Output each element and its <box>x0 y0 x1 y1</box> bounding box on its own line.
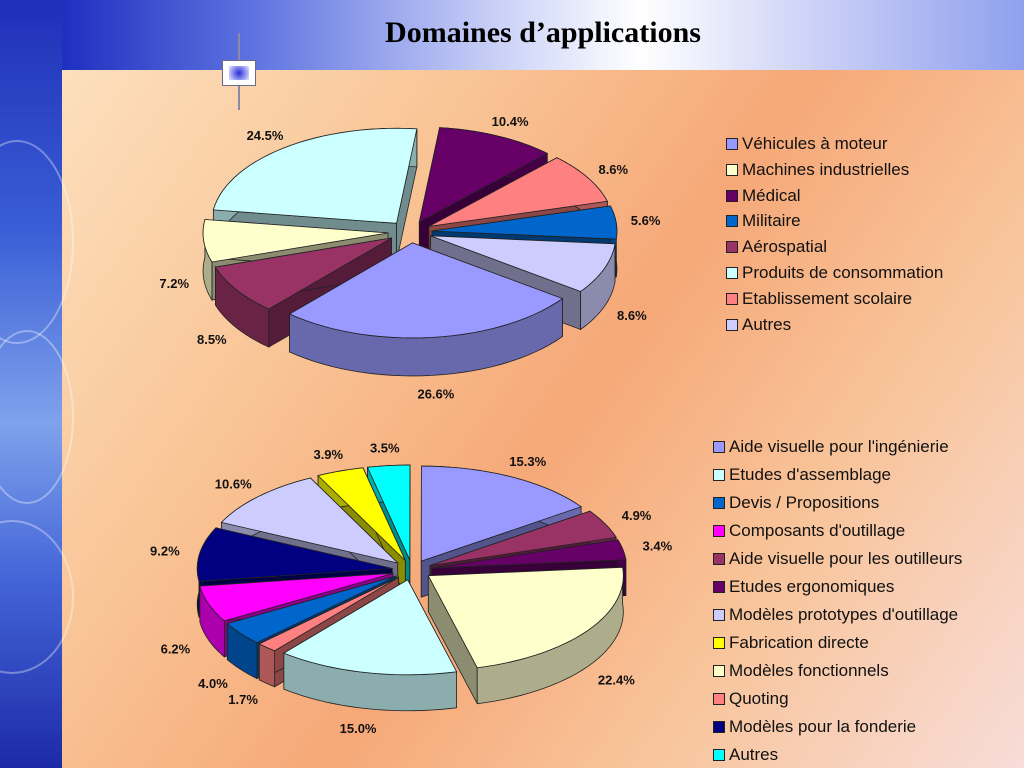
data-label-medical: 10.4% <box>492 114 529 129</box>
data-label-machines-industrielles: 7.2% <box>159 276 189 291</box>
legend-swatch <box>726 318 738 331</box>
legend-label: Autres <box>742 314 792 334</box>
legend-swatch <box>726 189 738 202</box>
legend-label: Véhicules à moteur <box>742 134 888 153</box>
slice-modeles-fonctionnels <box>427 566 624 705</box>
data-label-etudes-d-assemblage: 15.0% <box>340 721 377 736</box>
legend-swatch <box>726 163 738 176</box>
data-label-militaire: 5.6% <box>631 213 661 228</box>
slice-aerospatial <box>214 237 392 348</box>
legend-swatch <box>713 497 725 509</box>
title-bar <box>62 0 1024 70</box>
legend-swatch <box>726 241 738 254</box>
legend-swatch <box>713 441 725 453</box>
legend-swatch <box>713 553 725 565</box>
legend-swatch <box>713 693 725 705</box>
data-label-modeles-prototypes-d-outillage: 10.6% <box>215 477 252 492</box>
legend-label: Machines industrielles <box>742 159 910 179</box>
slice-etudes-d-assemblage <box>282 579 458 712</box>
data-label-produits-de-consommation: 24.5% <box>247 128 284 143</box>
legend-label: Modèles fonctionnels <box>729 661 889 680</box>
legend-swatch <box>713 749 725 761</box>
data-label-etudes-ergonomiques: 3.4% <box>643 538 673 553</box>
data-label-quoting: 1.7% <box>228 692 258 707</box>
decorative-sidebar <box>0 0 74 768</box>
legend-label: Aide visuelle pour l'ingénierie <box>729 437 949 456</box>
data-label-vehicules-a-moteur: 26.6% <box>417 386 454 401</box>
legend-label: Composants d'outillage <box>729 521 906 540</box>
data-label-modeles-fonctionnels: 22.4% <box>598 672 635 687</box>
legend-label: Etudes d'assemblage <box>729 465 892 484</box>
data-label-aide-visuelle-pour-les-outilleurs: 4.9% <box>622 508 652 523</box>
legend-label: Fabrication directe <box>729 633 869 652</box>
legend-swatch <box>713 637 725 649</box>
data-label-etablissement-scolaire: 8.6% <box>598 162 628 177</box>
legend-label: Médical <box>742 185 801 205</box>
legend-label: Devis / Propositions <box>729 493 880 512</box>
legend-swatch <box>726 215 738 228</box>
legend-label: Etablissement scolaire <box>742 288 913 308</box>
pie-chart-1: 24.5% 10.4% 8.6% 5.6% 8.6% 26.6% 8.5% 7.2% <box>159 114 660 401</box>
legend-label: Quoting <box>729 689 789 708</box>
decorative-crosshair-icon <box>222 60 256 86</box>
legend-label: Modèles prototypes d'outillage <box>729 605 959 624</box>
legend-label: Militaire <box>742 211 801 231</box>
legend-swatch <box>713 581 725 593</box>
slide-title: Domaines d’applications <box>385 16 701 49</box>
data-label-aide-visuelle-pour-l-ingenierie: 15.3% <box>509 454 546 469</box>
slice-vehicules-a-moteur <box>288 242 564 377</box>
legend-swatch <box>726 267 738 279</box>
data-label-autres: 8.6% <box>617 308 647 323</box>
data-label-fabrication-directe: 3.9% <box>313 447 343 462</box>
legend-label: Etudes ergonomiques <box>729 577 895 596</box>
legend-label: Aérospatial <box>742 237 828 257</box>
pie-chart-2: 15.3% 4.9% 3.4% 22.4% 15.0% 1.7%4.0% 6.2% 9.2% 1… <box>150 441 673 737</box>
legend-label: Produits de consommation <box>742 263 944 282</box>
legend-label: Modèles pour la fonderie <box>729 717 917 736</box>
data-label-composants-d-outillage: 6.2% <box>161 642 191 657</box>
legend-swatch <box>713 609 725 621</box>
data-label-autres: 3.5% <box>370 441 400 456</box>
legend-swatch <box>726 138 738 150</box>
legend-swatch <box>713 469 725 481</box>
legend-swatch <box>713 665 725 677</box>
data-label-aerospatial: 8.5% <box>197 332 227 347</box>
legend-swatch <box>713 525 725 537</box>
legend-label: Autres <box>729 745 779 764</box>
legend-swatch <box>713 721 725 733</box>
legend-label: Aide visuelle pour les outilleurs <box>729 549 963 568</box>
legend-swatch <box>726 292 738 305</box>
data-label-devis-propositions: 4.0% <box>198 676 228 691</box>
data-label-modeles-pour-la-fonderie: 9.2% <box>150 543 180 558</box>
